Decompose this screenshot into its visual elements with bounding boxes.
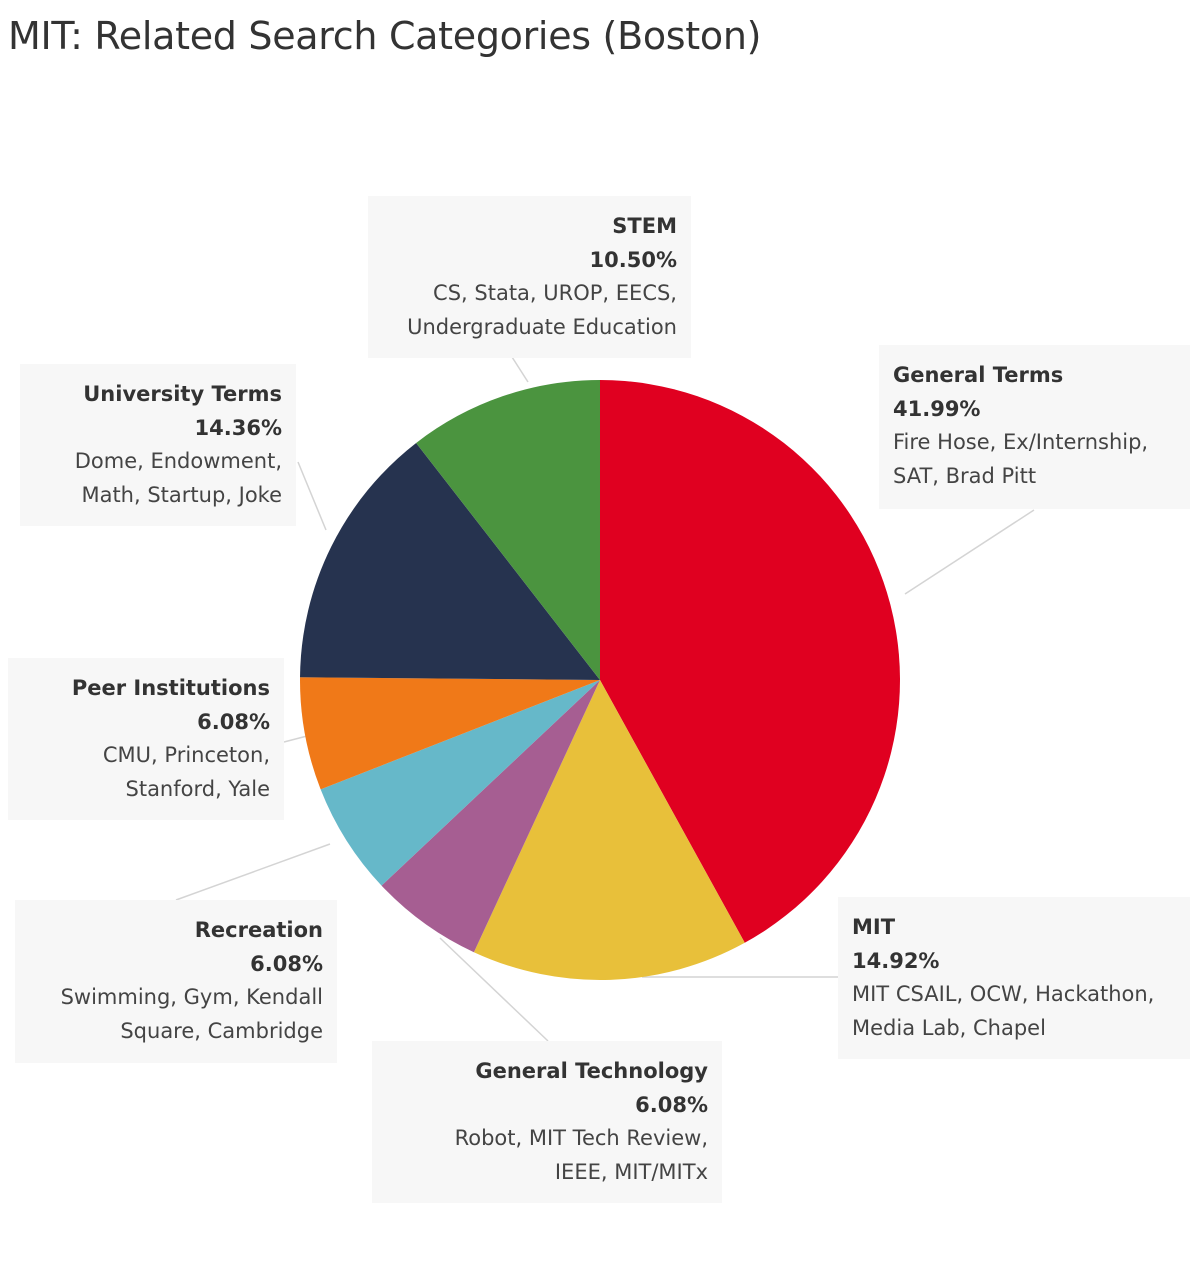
slice-keywords: IEEE, MIT/MITx xyxy=(554,1159,708,1184)
pie-slice-general-technology xyxy=(381,680,600,953)
leader-line xyxy=(439,937,549,1042)
slice-keywords: Fire Hose, Ex/Internship, xyxy=(893,430,1149,454)
slice-label-percent: 6.08% xyxy=(197,709,270,734)
pie-slice-recreation xyxy=(320,680,600,886)
slice-label-name: General Terms xyxy=(893,363,1064,387)
slice-keywords: CS, Stata, UROP, EECS, xyxy=(433,281,677,305)
slice-keywords: MIT CSAIL, OCW, Hackathon, xyxy=(852,982,1155,1006)
leader-line xyxy=(283,735,308,743)
slice-label-percent: 6.08% xyxy=(635,1092,708,1117)
leader-line xyxy=(297,461,327,531)
callout-peer-institutions: Peer Institutions 6.08% CMU, Princeton, … xyxy=(8,658,284,820)
pie-slice-general-terms xyxy=(600,380,900,943)
slice-label-name: University Terms xyxy=(83,382,282,406)
pie-slice-stem xyxy=(416,380,600,680)
slice-label-percent: 14.36% xyxy=(194,415,282,440)
pie-slice-peer-institutions xyxy=(299,677,600,790)
leader-line xyxy=(511,356,529,383)
callout-general-terms: General Terms 41.99% Fire Hose, Ex/Inter… xyxy=(879,345,1190,509)
callout-recreation: Recreation 6.08% Swimming, Gym, Kendall … xyxy=(15,900,337,1063)
pie-slice-mit xyxy=(473,680,745,980)
slice-label-percent: 14.92% xyxy=(852,948,940,973)
slice-keywords: Robot, MIT Tech Review, xyxy=(454,1126,708,1150)
slice-keywords: Square, Cambridge xyxy=(120,1018,323,1043)
slice-label-percent: 10.50% xyxy=(589,247,677,272)
slice-keywords: CMU, Princeton, xyxy=(102,743,270,767)
slice-label-percent: 41.99% xyxy=(893,396,981,421)
slice-keywords: Stanford, Yale xyxy=(125,776,271,801)
pie-slice-university-terms xyxy=(300,442,600,680)
slice-keywords: SAT, Brad Pitt xyxy=(893,463,1037,488)
slice-label-name: General Technology xyxy=(475,1059,708,1083)
slice-keywords: Media Lab, Chapel xyxy=(852,1015,1046,1040)
slice-label-name: STEM xyxy=(612,214,677,238)
callout-mit: MIT 14.92% MIT CSAIL, OCW, Hackathon, Me… xyxy=(838,897,1190,1059)
chart-title: MIT: Related Search Categories (Boston) xyxy=(8,14,762,58)
callout-stem: STEM 10.50% CS, Stata, UROP, EECS, Under… xyxy=(368,196,691,358)
slice-keywords: Swimming, Gym, Kendall xyxy=(60,985,323,1009)
slice-keywords: Dome, Endowment, xyxy=(74,449,282,473)
leader-line xyxy=(904,509,1035,595)
slice-label-name: Recreation xyxy=(194,918,323,942)
slice-keywords: Math, Startup, Joke xyxy=(81,482,282,507)
slice-keywords: Undergraduate Education xyxy=(407,314,677,339)
slice-label-name: Peer Institutions xyxy=(71,676,270,700)
slice-label-name: MIT xyxy=(852,915,896,939)
pie-slices xyxy=(299,380,900,980)
leader-line xyxy=(175,843,331,901)
callout-general-technology: General Technology 6.08% Robot, MIT Tech… xyxy=(372,1041,722,1203)
slice-label-percent: 6.08% xyxy=(250,951,323,976)
callout-university-terms: University Terms 14.36% Dome, Endowment,… xyxy=(20,364,296,526)
leader-lines xyxy=(175,356,1035,1042)
